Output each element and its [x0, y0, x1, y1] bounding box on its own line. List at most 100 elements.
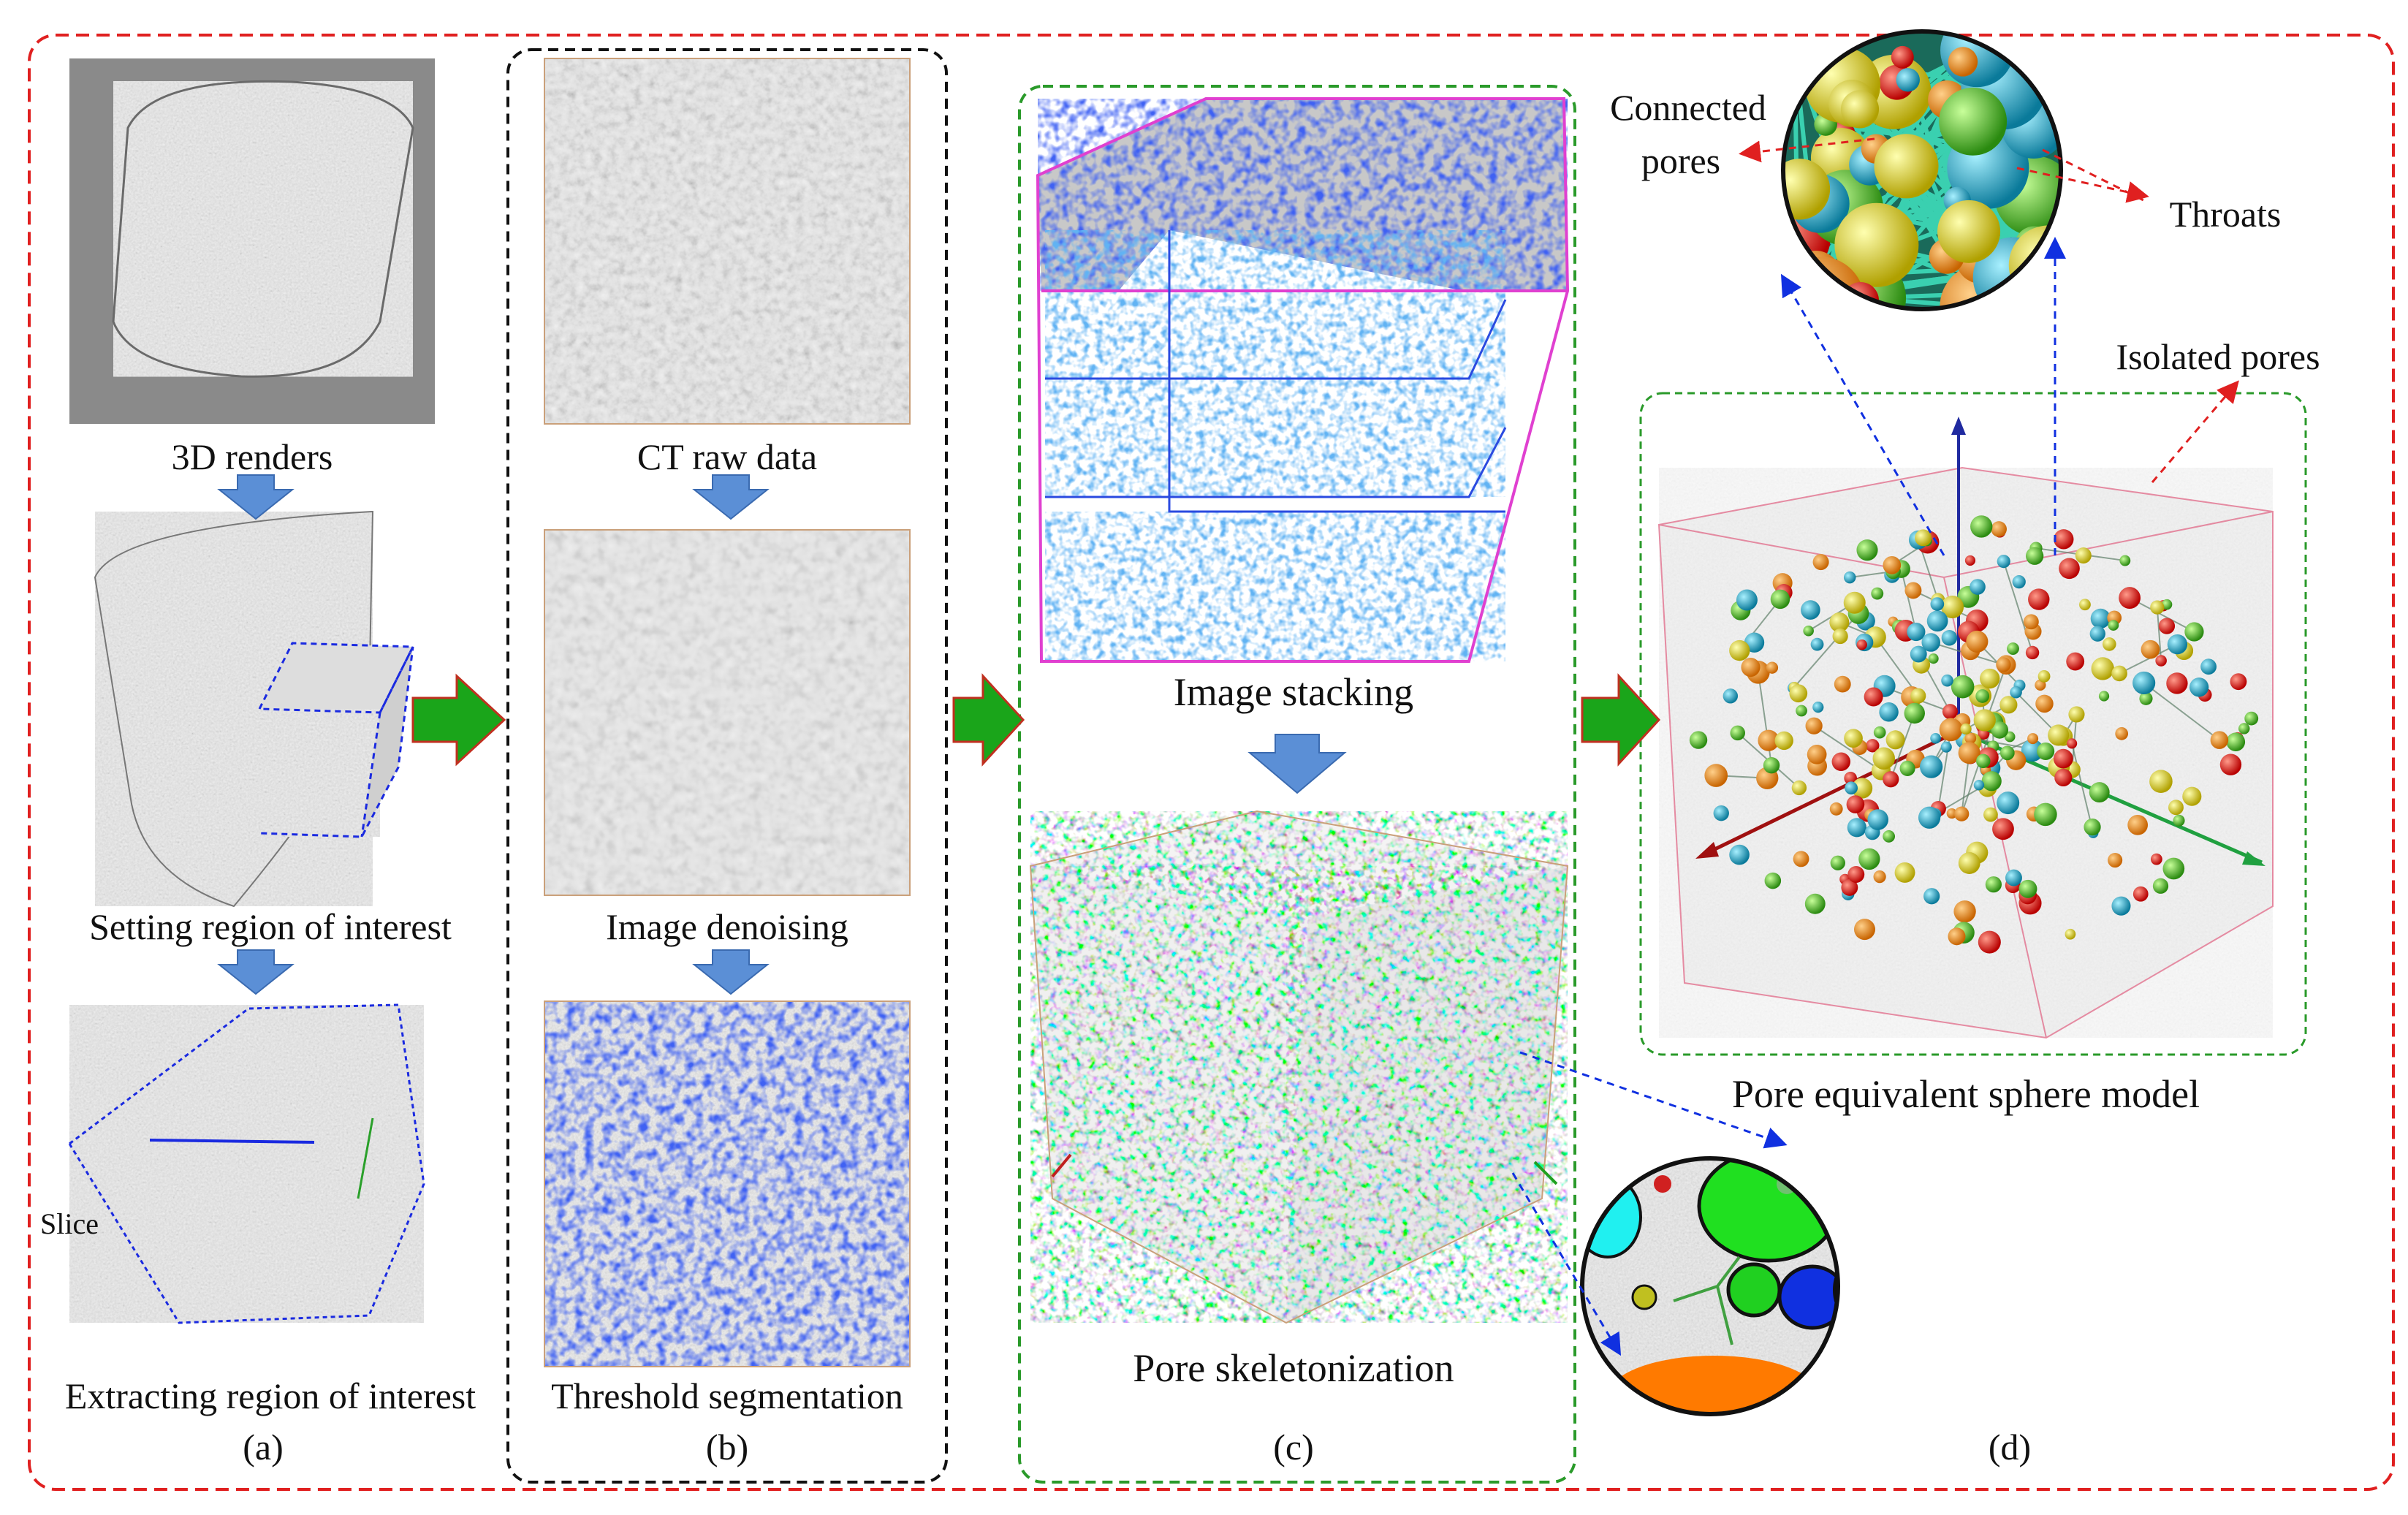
pore-sphere [1953, 900, 1976, 923]
pore-sphere [2048, 724, 2070, 746]
pore-sphere [2127, 814, 2149, 835]
pore-sphere [1891, 45, 1914, 69]
pore-sphere [1858, 848, 1880, 870]
pore-sphere [1856, 639, 1867, 650]
pore-sphere [1940, 741, 1952, 753]
pore-sphere [1843, 591, 1866, 614]
pore-sphere [1758, 729, 1780, 751]
pore-sphere [1831, 752, 1850, 771]
pore-sphere [1879, 702, 1899, 722]
pore-sphere [1948, 47, 1978, 77]
pore-sphere [1941, 596, 1964, 619]
pore-sphere [1723, 688, 1739, 704]
throat-line [2071, 743, 2094, 833]
flow-arrow-a-b [411, 673, 506, 767]
pore-sphere [1985, 876, 2002, 893]
pore-sphere [1930, 597, 1945, 611]
pore-sphere [1954, 806, 1970, 821]
pore-sphere [2219, 753, 2242, 775]
pore-sphere [2021, 739, 2044, 762]
throat-line [2143, 682, 2220, 741]
pore-sphere [1910, 645, 1927, 663]
panel-tag-b: (b) [705, 1427, 749, 1467]
pore-sphere [1689, 731, 1708, 749]
pore-sphere [2230, 673, 2247, 691]
image-stacking-figure [1036, 97, 1570, 663]
pore-sphere [1832, 628, 1848, 645]
pore-sphere [1805, 717, 1823, 734]
pore-sphere [1941, 674, 1953, 687]
pore-sphere [1883, 771, 1899, 788]
pore-sphere [2162, 857, 2185, 880]
pore-sphere [1730, 725, 1745, 741]
pore-sphere [2108, 852, 2123, 868]
pore-sphere [2027, 733, 2039, 745]
throat-line [1961, 722, 1994, 815]
pore-sphere [1829, 612, 1850, 633]
pore-sphere [1921, 633, 1940, 652]
pore-sphere [2139, 691, 2153, 705]
pore-sphere [1958, 742, 1980, 764]
pore-sphere [2054, 768, 2073, 787]
pore-sphere [2184, 622, 2204, 642]
pore-sphere [1970, 579, 1986, 595]
pore-sphere [1867, 809, 1888, 830]
pore-sphere [2132, 671, 2156, 695]
pore-sphere [1873, 726, 1886, 739]
pore-sphere [2005, 869, 2022, 886]
pore-sphere [2059, 558, 2080, 580]
flow-arrow-c-d [1581, 673, 1661, 767]
step-label-threshold-segmentation: Threshold segmentation [551, 1375, 903, 1416]
pore-sphere [1846, 795, 1865, 813]
pore-sphere [2150, 600, 2165, 615]
pore-sphere [2226, 732, 2246, 751]
throat-line [1813, 725, 1882, 772]
step-label-setting-roi: Setting region of interest [89, 906, 452, 947]
denoised-image [544, 529, 911, 896]
pore-sphere [2089, 782, 2110, 803]
pore-sphere [1919, 755, 1943, 778]
pore-sphere [2053, 748, 2073, 769]
throat-line [2156, 607, 2162, 661]
panel-tag-c: (c) [1273, 1427, 1314, 1467]
pore-sphere [1941, 630, 1958, 646]
pore-sphere [2023, 614, 2039, 630]
threshold-segmentation-image [544, 1000, 911, 1367]
pore-sphere [1830, 855, 1845, 870]
step-label-extracting-roi: Extracting region of interest [64, 1375, 476, 1416]
panel-d-model-frame [1639, 392, 2307, 1056]
pore-sphere [1736, 589, 1758, 611]
pore-sphere [1975, 689, 1990, 703]
pore-sphere [2173, 814, 2185, 827]
pore-sphere [2028, 588, 2050, 610]
pore-sphere [2155, 655, 2167, 667]
pore-sphere [2054, 529, 2074, 550]
pore-sphere [2132, 886, 2149, 902]
pore-sphere [1899, 760, 1915, 776]
pore-sphere [2089, 626, 2105, 642]
step-arrow [217, 474, 1347, 995]
pore-sphere [2200, 658, 2217, 675]
pore-sphere [1978, 930, 2001, 954]
pore-sphere [1928, 653, 1939, 664]
pore-sphere [1783, 260, 1829, 309]
pore-sphere [1704, 764, 1728, 787]
pore-sphere [1834, 675, 1851, 693]
pore-sphere [1741, 657, 1761, 677]
pore-sphere [2079, 599, 2091, 611]
panel-tag-d: (d) [1988, 1427, 2032, 1467]
pore-sphere [1981, 771, 2002, 791]
pore-sphere [1964, 732, 1977, 745]
pore-sphere [1854, 919, 1876, 941]
pore-skeleton-zoom [1580, 1156, 1840, 1416]
throat-line [1900, 569, 1917, 632]
pore-sphere [2111, 665, 2127, 682]
pore-sphere [2238, 723, 2250, 734]
throat-line [1890, 713, 1915, 780]
pore-sphere [2075, 547, 2092, 564]
pore-sphere [1804, 893, 1826, 914]
pore-sphere [1997, 555, 2010, 569]
pore-sphere [1966, 630, 1989, 653]
pore-sphere [1766, 661, 1779, 674]
pore-sphere [1991, 721, 2009, 739]
